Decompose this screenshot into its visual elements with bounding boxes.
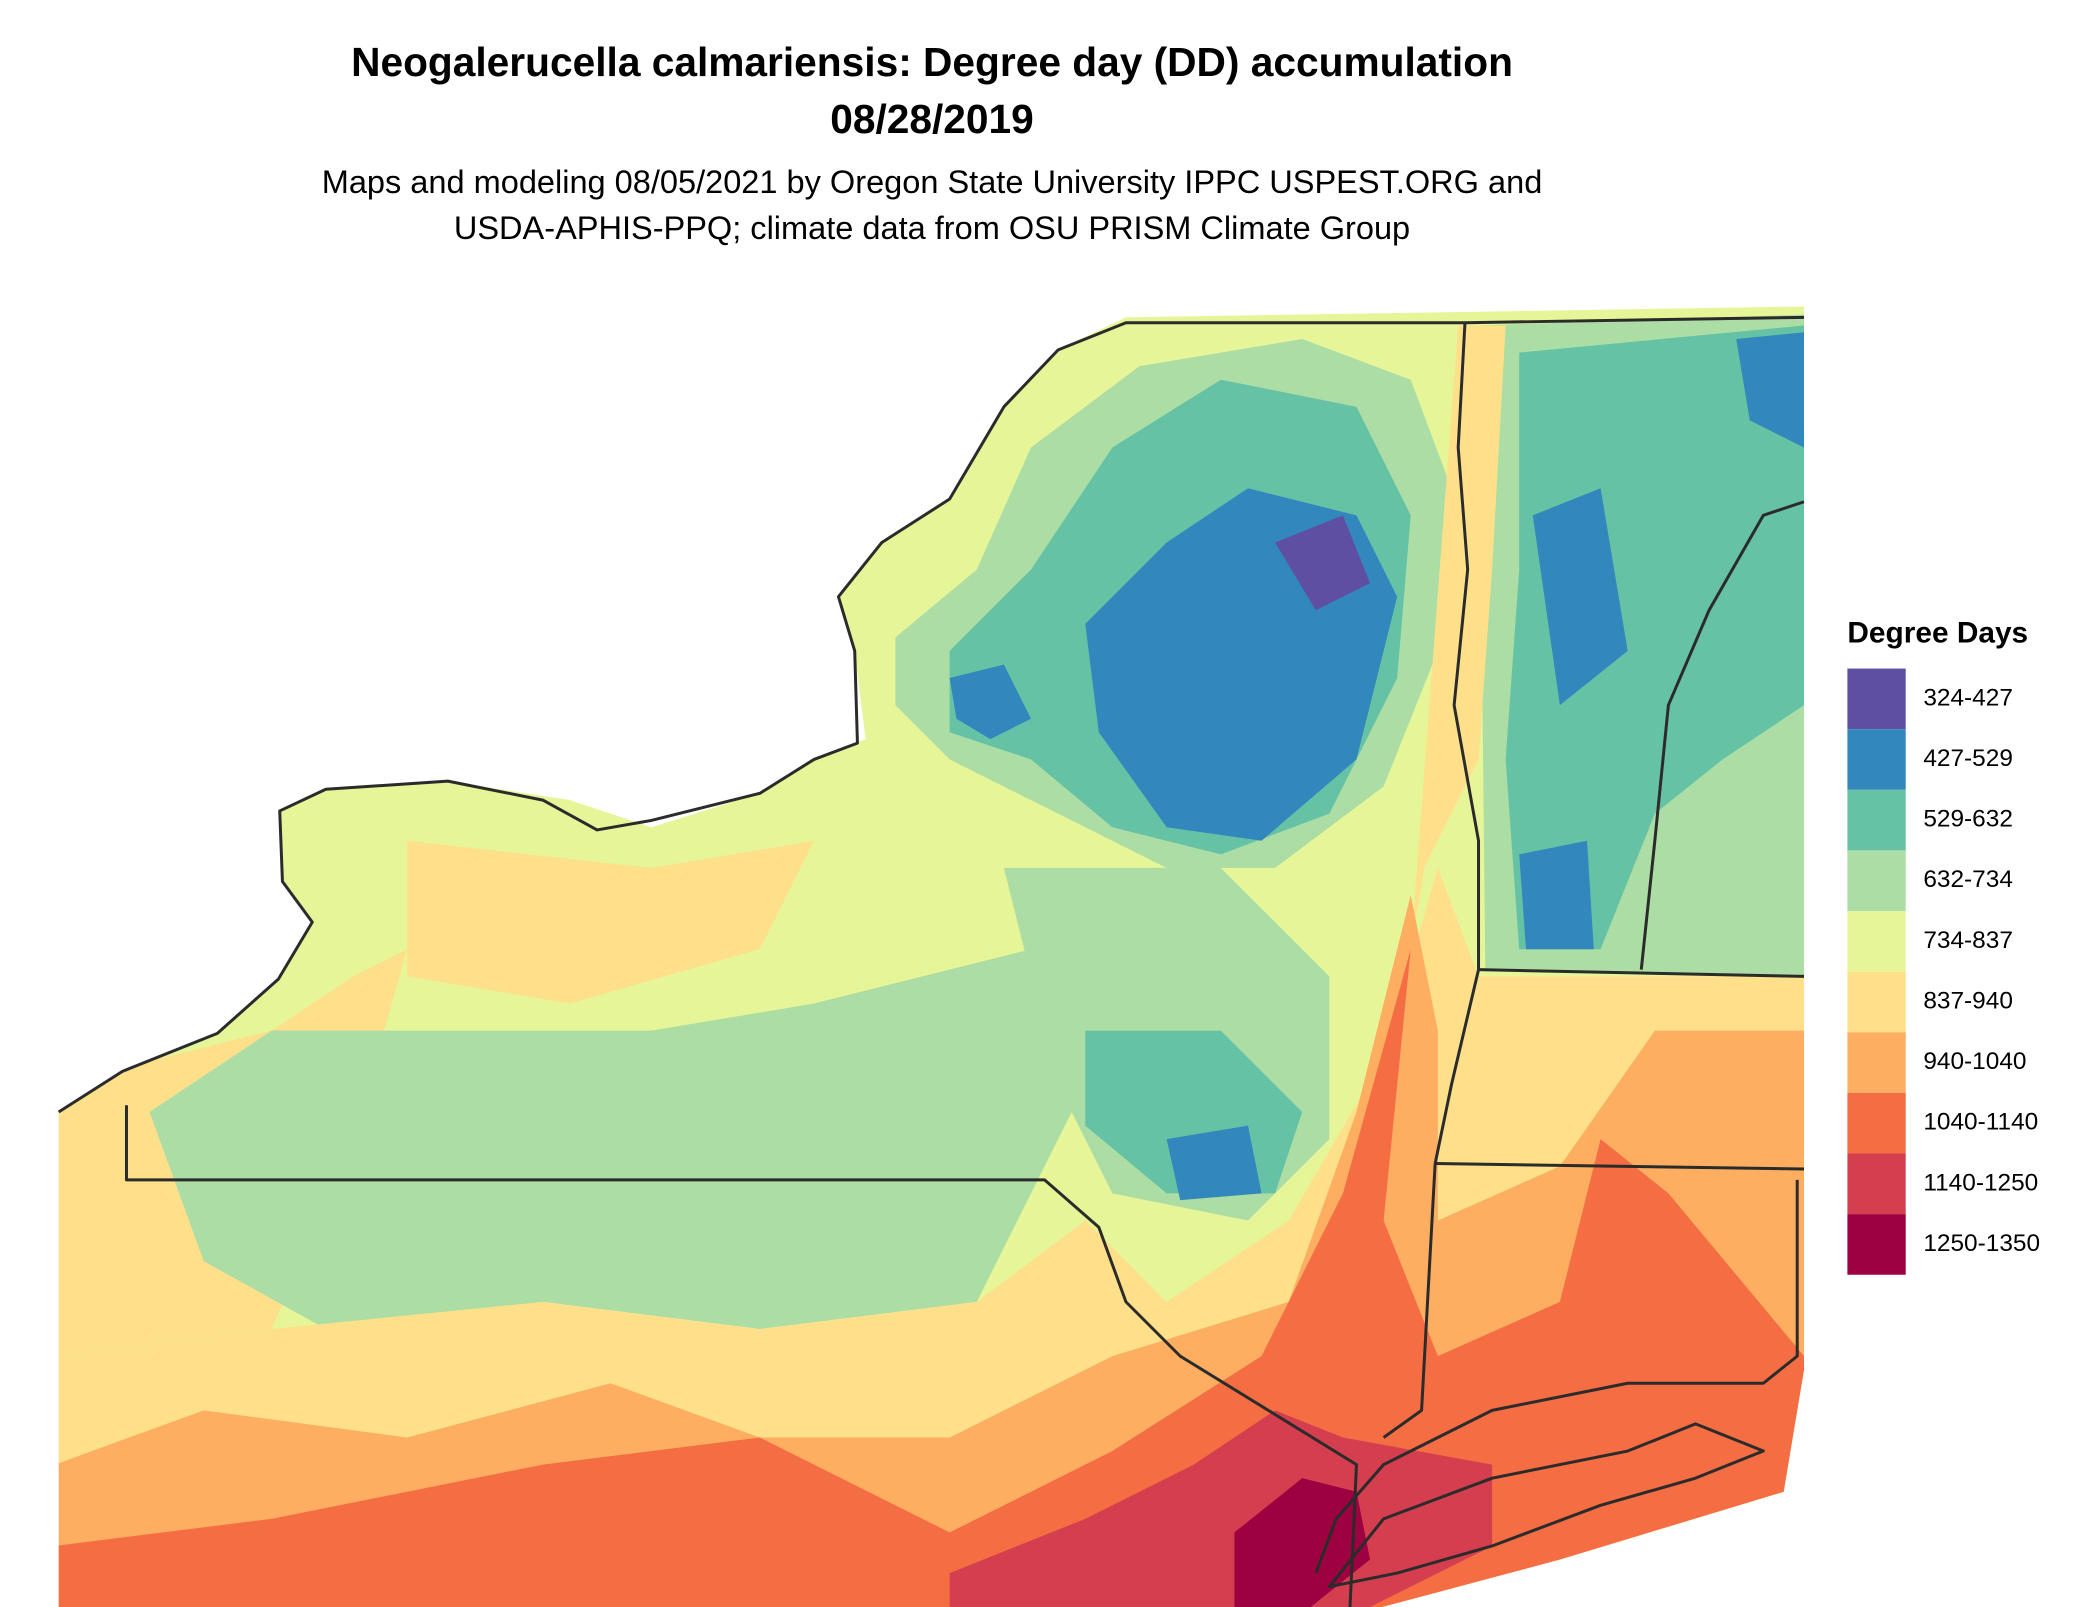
state-border [1478, 968, 1805, 978]
legend-swatch [1847, 911, 1906, 972]
legend: 324-427 427-529 529-632 632-734 734-837 837-9… [1847, 668, 2040, 1275]
subtitle: USDA-APHIS-PPQ; climate data from OSU PR… [454, 210, 1410, 246]
raster [58, 306, 1805, 1607]
legend-swatch [1847, 789, 1906, 851]
legend-label: 734-837 [1923, 927, 2013, 954]
legend-label: 427-529 [1923, 745, 2013, 772]
legend-swatch [1847, 971, 1906, 1033]
legend-label: 837-940 [1923, 987, 2013, 1014]
legend-swatch [1847, 668, 1906, 730]
legend-swatch [1847, 1153, 1906, 1215]
legend-swatch [1847, 850, 1906, 912]
state-border [1435, 1162, 1805, 1171]
legend-label: 632-734 [1923, 866, 2013, 893]
state-border [57, 321, 1465, 1114]
coastline [1327, 1422, 1765, 1589]
legend-label: 1140-1250 [1923, 1169, 2038, 1196]
legend-label: 1250-1350 [1923, 1230, 2040, 1257]
subtitle: Maps and modeling 08/05/2021 by Oregon S… [322, 164, 1543, 200]
title: 08/28/2019 [830, 96, 1034, 142]
legend-swatch [1847, 1214, 1906, 1275]
state-border [1382, 322, 1481, 1439]
legend-label: 1040-1140 [1923, 1109, 2038, 1136]
legend-swatch [1847, 1032, 1906, 1093]
title: Neogalerucella calmariensis: Degree day … [351, 39, 1513, 85]
legend-label: 324-427 [1923, 684, 2013, 711]
legend-label: 940-1040 [1923, 1048, 2026, 1075]
boundaries [57, 315, 1805, 1607]
state-border [1314, 1179, 1799, 1574]
legend-label: 529-632 [1923, 806, 2013, 833]
state-border [124, 1105, 1358, 1607]
state-border [1639, 500, 1805, 970]
legend-swatch [1847, 1092, 1906, 1154]
state-border [1464, 315, 1805, 325]
legend-swatch [1847, 729, 1906, 790]
legend-title: Degree Days [1847, 617, 2028, 650]
